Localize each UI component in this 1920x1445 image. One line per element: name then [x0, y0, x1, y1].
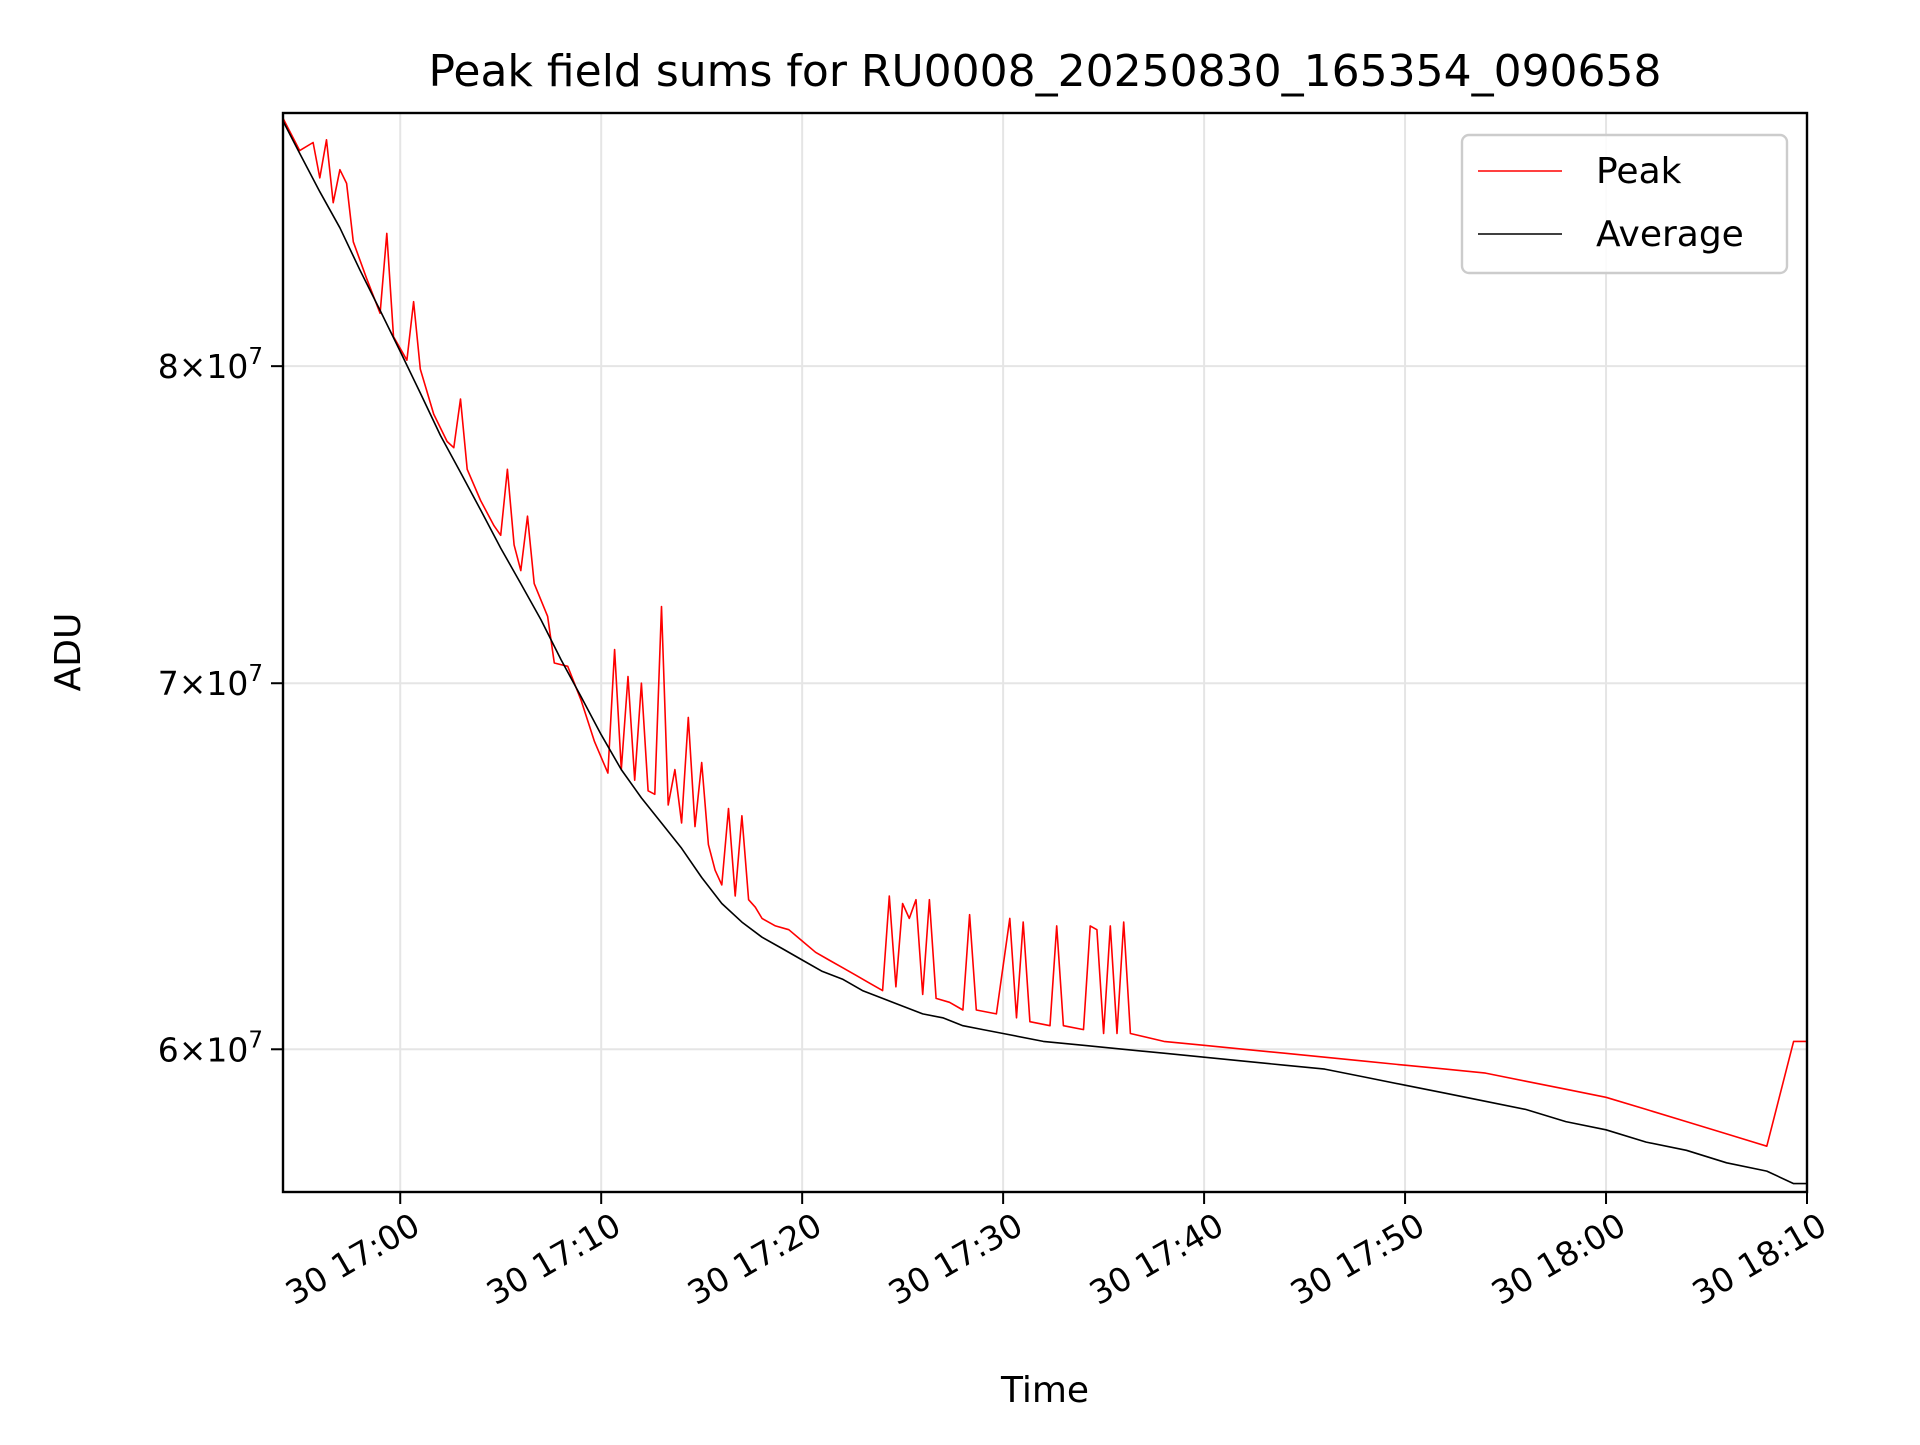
y-axis: 6×107 7×107 8×107: [158, 344, 283, 1069]
legend-label-average: Average: [1596, 214, 1744, 255]
legend-label-peak: Peak: [1596, 151, 1682, 192]
chart-title: Peak field sums for RU0008_20250830_1653…: [428, 46, 1661, 97]
legend: Peak Average: [1460, 133, 1789, 275]
series-line-average: [282, 120, 1807, 1185]
y-tick-label-0: 6×107: [158, 1027, 263, 1069]
y-axis-label: ADU: [48, 613, 89, 692]
legend-box: [1460, 133, 1789, 275]
plot-frame: [281, 111, 1809, 1194]
series-line-peak: [282, 117, 1807, 1147]
y-tick-label-1: 7×107: [158, 661, 263, 703]
x-axis-label: Time: [1000, 1370, 1089, 1411]
series-layer: [282, 117, 1807, 1185]
y-tick-label-2: 8×107: [158, 344, 263, 386]
